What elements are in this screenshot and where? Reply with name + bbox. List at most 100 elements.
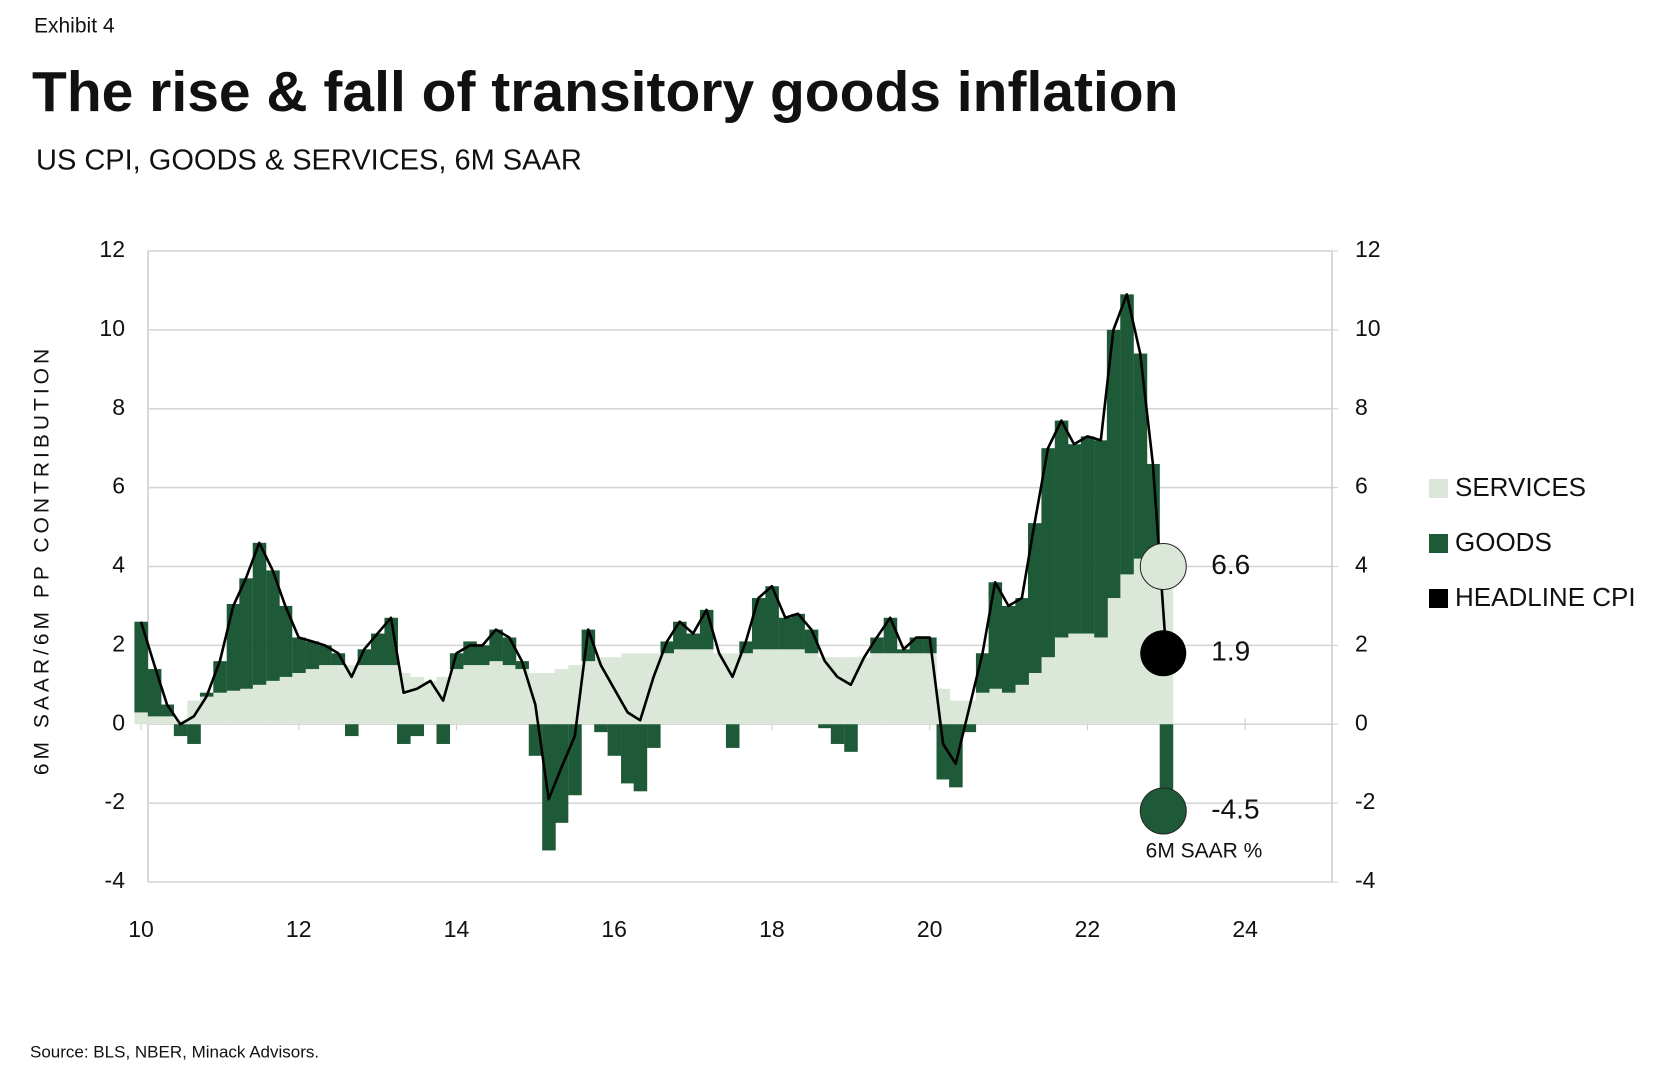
legend-swatch <box>1429 479 1448 498</box>
end-label: 6.6 <box>1211 549 1250 580</box>
bar <box>673 649 687 725</box>
bar <box>554 724 569 823</box>
bar <box>292 672 306 725</box>
bar <box>1120 574 1134 725</box>
bar <box>305 669 320 725</box>
bar <box>1094 637 1108 725</box>
bar <box>1120 294 1134 575</box>
bar <box>542 672 556 725</box>
bar <box>949 700 963 725</box>
bar <box>751 649 766 725</box>
y2-tick-label: 2 <box>1355 630 1368 656</box>
bar <box>909 653 924 725</box>
y2-tick-label: 0 <box>1355 709 1368 735</box>
bar <box>278 605 293 677</box>
bar <box>318 645 332 666</box>
bar <box>292 637 306 673</box>
bar <box>436 724 451 744</box>
bar <box>778 617 793 650</box>
bar <box>1027 523 1042 673</box>
bar <box>660 653 675 725</box>
bar <box>423 680 438 725</box>
bar <box>778 649 793 725</box>
bar <box>804 653 819 725</box>
legend-label: SERVICES <box>1455 472 1586 502</box>
end-marker <box>1139 787 1187 835</box>
x-tick-label: 20 <box>917 916 943 942</box>
bar <box>371 665 385 725</box>
bar <box>331 665 346 725</box>
bar <box>199 696 214 725</box>
bar <box>765 586 779 650</box>
bar <box>410 724 425 737</box>
bar <box>213 661 227 693</box>
y-axis-label: 6M SAAR/6M PP CONTRIBUTION <box>31 345 54 775</box>
y-tick-label: 2 <box>112 630 125 656</box>
bar <box>1080 633 1095 725</box>
chart-title: The rise & fall of transitory goods infl… <box>32 60 1178 124</box>
legend-swatch <box>1429 534 1448 553</box>
y2-tick-label: 6 <box>1355 473 1368 499</box>
bar <box>502 637 517 666</box>
bar <box>1001 605 1016 693</box>
bar <box>397 724 411 744</box>
bar <box>897 649 911 654</box>
bar <box>187 700 201 725</box>
legend-label: HEADLINE CPI <box>1455 582 1636 612</box>
bar <box>1041 657 1055 725</box>
y-tick-label: 0 <box>112 709 125 735</box>
line <box>139 293 1168 801</box>
bar <box>266 680 280 725</box>
bar <box>686 649 701 725</box>
bar <box>252 542 267 685</box>
bar <box>489 661 503 725</box>
bar <box>187 724 201 744</box>
bar <box>712 653 727 725</box>
y-tick-label: 8 <box>112 394 125 420</box>
y2-tick-label: 4 <box>1355 552 1368 578</box>
bar <box>949 724 963 788</box>
y2-tick-label: 10 <box>1355 315 1381 341</box>
y-tick-label: 10 <box>99 315 125 341</box>
bar <box>160 704 174 717</box>
bar <box>1080 436 1095 634</box>
bar <box>463 665 477 725</box>
bar <box>791 649 805 725</box>
bar <box>1094 440 1108 638</box>
bar <box>765 649 779 725</box>
bar <box>883 653 898 725</box>
bar <box>1133 353 1148 559</box>
bar <box>633 724 648 792</box>
bar <box>515 669 529 725</box>
bar <box>660 641 675 654</box>
bar <box>844 657 858 725</box>
y2-tick-label: 8 <box>1355 394 1368 420</box>
x-tick-label: 14 <box>444 916 470 942</box>
bar <box>818 657 832 725</box>
bar <box>909 637 924 654</box>
x-tick-label: 22 <box>1075 916 1101 942</box>
bar <box>134 712 148 725</box>
x-tick-label: 10 <box>128 916 154 942</box>
bar <box>621 724 635 784</box>
bar <box>818 724 832 729</box>
bar <box>147 669 162 717</box>
bar <box>686 633 701 650</box>
bar <box>594 724 608 733</box>
bar <box>528 672 543 725</box>
source: Source: BLS, NBER, Minack Advisors. <box>30 1042 319 1061</box>
bar <box>305 641 320 670</box>
bar <box>751 598 766 650</box>
bar <box>266 570 280 681</box>
bar <box>1054 420 1069 638</box>
bar <box>647 724 661 748</box>
bar <box>252 684 267 725</box>
bar <box>384 617 398 666</box>
bar <box>699 649 714 725</box>
bar <box>410 676 425 725</box>
end-marker <box>1139 543 1187 590</box>
bar <box>502 665 517 725</box>
bar <box>278 676 293 725</box>
bar <box>988 688 1003 725</box>
